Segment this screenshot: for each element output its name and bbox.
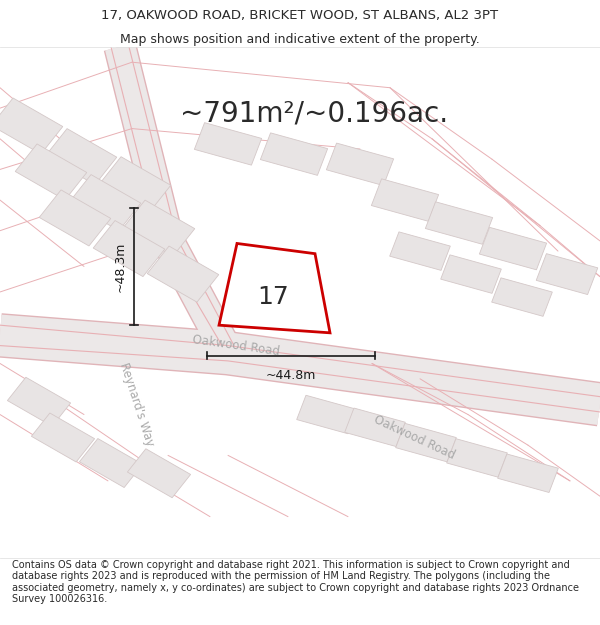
Polygon shape bbox=[395, 423, 457, 462]
Polygon shape bbox=[491, 278, 553, 316]
Polygon shape bbox=[344, 408, 406, 446]
Polygon shape bbox=[326, 143, 394, 186]
Text: 17: 17 bbox=[257, 285, 289, 309]
Text: Map shows position and indicative extent of the property.: Map shows position and indicative extent… bbox=[120, 32, 480, 46]
Polygon shape bbox=[127, 449, 191, 498]
Text: Reynard's Way: Reynard's Way bbox=[117, 361, 156, 448]
Polygon shape bbox=[371, 179, 439, 221]
Polygon shape bbox=[39, 190, 111, 246]
Text: ~44.8m: ~44.8m bbox=[266, 369, 316, 382]
Text: Contains OS data © Crown copyright and database right 2021. This information is : Contains OS data © Crown copyright and d… bbox=[12, 559, 579, 604]
Polygon shape bbox=[219, 244, 330, 333]
Polygon shape bbox=[147, 246, 219, 302]
Text: ~48.3m: ~48.3m bbox=[113, 241, 127, 292]
Polygon shape bbox=[45, 129, 117, 185]
Polygon shape bbox=[69, 174, 141, 231]
Text: ~791m²/~0.196ac.: ~791m²/~0.196ac. bbox=[180, 99, 448, 127]
Polygon shape bbox=[536, 254, 598, 294]
Polygon shape bbox=[296, 395, 358, 434]
Text: 17, OAKWOOD ROAD, BRICKET WOOD, ST ALBANS, AL2 3PT: 17, OAKWOOD ROAD, BRICKET WOOD, ST ALBAN… bbox=[101, 9, 499, 22]
Polygon shape bbox=[15, 144, 87, 200]
Polygon shape bbox=[260, 133, 328, 176]
Polygon shape bbox=[497, 454, 559, 493]
Polygon shape bbox=[425, 202, 493, 244]
Text: Oakwood Road: Oakwood Road bbox=[372, 413, 457, 462]
Polygon shape bbox=[79, 439, 143, 488]
Polygon shape bbox=[440, 255, 502, 293]
Polygon shape bbox=[123, 200, 195, 256]
Polygon shape bbox=[93, 221, 165, 277]
Polygon shape bbox=[7, 378, 71, 426]
Polygon shape bbox=[389, 232, 451, 271]
Polygon shape bbox=[99, 157, 171, 212]
Polygon shape bbox=[479, 228, 547, 270]
Polygon shape bbox=[446, 439, 508, 477]
Polygon shape bbox=[0, 98, 63, 154]
Text: Oakwood Road: Oakwood Road bbox=[192, 333, 281, 358]
Polygon shape bbox=[194, 122, 262, 165]
Polygon shape bbox=[31, 413, 95, 462]
